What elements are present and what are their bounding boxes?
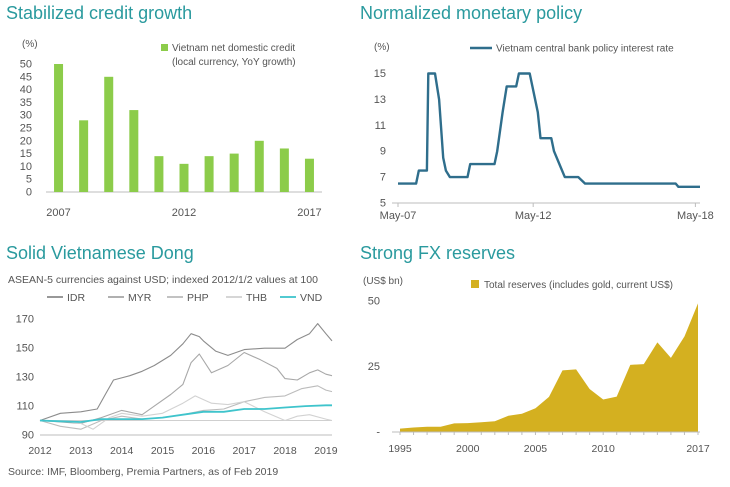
dong-x-tick-label: 2014 <box>110 445 134 457</box>
policy-y-tick-label: 15 <box>374 68 386 80</box>
dong-legend-label: MYR <box>128 292 152 304</box>
asean-currency-chart: ASEAN-5 currencies against USD; indexed … <box>8 274 338 457</box>
fx-reserves-area <box>400 303 698 432</box>
credit-bar <box>129 110 139 192</box>
credit-legend-swatch <box>161 44 168 51</box>
policy-y-tick-label: 5 <box>380 198 386 210</box>
dong-legend-label: VND <box>300 292 323 304</box>
credit-x-tick-label: 2012 <box>172 207 196 219</box>
fx-x-tick-label: 2005 <box>524 443 548 455</box>
dong-y-tick-label: 90 <box>22 430 34 442</box>
dong-legend-label: PHP <box>187 292 209 304</box>
credit-legend-label: (local currency, YoY growth) <box>172 57 296 68</box>
credit-y-tick-label: 40 <box>20 84 32 96</box>
policy-x-tick-label: May-18 <box>677 210 714 222</box>
dong-x-tick-label: 2012 <box>28 445 52 457</box>
dong-x-tick-label: 2017 <box>233 445 257 457</box>
dong-x-tick-label: 2016 <box>192 445 216 457</box>
source-note: Source: IMF, Bloomberg, Premia Partners,… <box>8 466 279 478</box>
credit-bar <box>104 76 114 192</box>
credit-chart-title: Stabilized credit growth <box>6 3 193 23</box>
fx-x-tick-label: 2010 <box>592 443 616 455</box>
policy-y-tick-label: 11 <box>375 120 386 132</box>
dong-y-tick-label: 170 <box>16 314 34 326</box>
fx-reserves-chart: (US$ bn) - 25 50 1995 2000 2005 2010 2017 Total r… <box>363 276 710 455</box>
dong-x-tick-label: 2013 <box>69 445 93 457</box>
dong-series-line-idr <box>39 323 333 422</box>
credit-y-tick-label: 15 <box>20 148 32 160</box>
policy-x-tick-label: May-12 <box>515 210 552 222</box>
fx-x-tick-label: 2000 <box>456 443 480 455</box>
fx-x-tick-label: 1995 <box>388 443 412 455</box>
credit-y-tick-label: 35 <box>20 97 32 109</box>
fx-legend-label: Total reserves (includes gold, current U… <box>484 280 673 291</box>
credit-bar <box>279 148 289 192</box>
credit-y-tick-label: 10 <box>20 161 32 173</box>
policy-rate-line <box>398 72 700 188</box>
credit-y-tick-label: 0 <box>26 187 32 199</box>
fx-y-tick-label: 25 <box>368 361 380 373</box>
dong-y-tick-label: 150 <box>16 343 34 355</box>
credit-bar <box>154 156 164 192</box>
fx-legend-swatch <box>471 280 479 288</box>
policy-rate-chart: (%) 5 7 9 11 13 15 May-07 May-12 May-18 Vietnam ce… <box>374 42 714 222</box>
credit-bar <box>254 140 264 192</box>
dong-series-line-thb <box>40 395 333 430</box>
credit-y-tick-label: 20 <box>20 135 32 147</box>
credit-bar <box>54 64 64 192</box>
credit-y-tick-label: 30 <box>20 110 32 122</box>
policy-y-tick-label: 9 <box>380 146 386 158</box>
dong-series-line-php <box>39 385 333 430</box>
dong-subtitle: ASEAN-5 currencies against USD; indexed … <box>8 274 318 286</box>
policy-unit-label: (%) <box>374 42 390 53</box>
dong-y-tick-label: 110 <box>16 401 34 413</box>
credit-unit-label: (%) <box>22 39 38 50</box>
credit-legend-label: Vietnam net domestic credit <box>172 43 295 54</box>
dong-series-line-myr <box>39 351 333 424</box>
dong-chart-title: Solid Vietnamese Dong <box>6 243 194 263</box>
dong-x-tick-label: 2019 <box>314 445 338 457</box>
fx-x-tick-label: 2017 <box>686 443 710 455</box>
policy-y-tick-label: 7 <box>380 172 386 184</box>
dong-legend-label: THB <box>246 292 267 304</box>
credit-y-tick-label: 5 <box>26 174 32 186</box>
policy-y-tick-label: 13 <box>374 94 386 106</box>
credit-y-tick-label: 50 <box>20 59 32 71</box>
credit-y-tick-label: 25 <box>20 123 32 135</box>
credit-bar <box>79 120 89 192</box>
fx-chart-title: Strong FX reserves <box>360 243 516 263</box>
credit-x-tick-label: 2017 <box>297 207 321 219</box>
dong-x-tick-label: 2015 <box>151 445 175 457</box>
fx-y-tick-label: 50 <box>368 296 380 308</box>
credit-bar <box>304 158 314 192</box>
credit-y-tick-label: 45 <box>20 71 32 83</box>
dong-legend-label: IDR <box>67 292 86 304</box>
policy-chart-title: Normalized monetary policy <box>360 3 583 23</box>
fx-y-tick-label: - <box>376 427 380 439</box>
policy-legend-label: Vietnam central bank policy interest rat… <box>496 44 674 55</box>
fx-unit-label: (US$ bn) <box>363 276 403 287</box>
credit-bar <box>204 156 214 192</box>
credit-bar <box>229 153 239 192</box>
dong-x-tick-label: 2018 <box>273 445 297 457</box>
dong-series-line-vnd <box>39 404 332 423</box>
credit-x-tick-label: 2007 <box>46 207 70 219</box>
dong-y-tick-label: 130 <box>16 372 34 384</box>
policy-x-tick-label: May-07 <box>380 210 417 222</box>
credit-bar <box>179 163 189 192</box>
